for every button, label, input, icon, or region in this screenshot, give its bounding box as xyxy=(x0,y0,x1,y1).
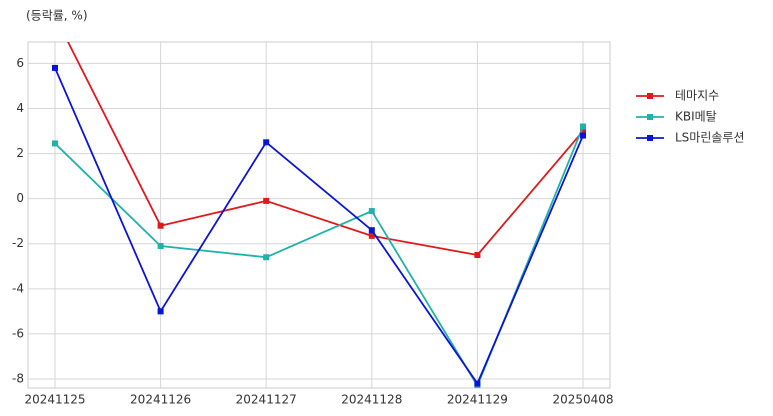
y-tick-label: -2 xyxy=(12,236,24,250)
legend-label: LS마린솔루션 xyxy=(675,131,745,145)
legend-marker xyxy=(647,135,653,141)
point-marker xyxy=(474,252,481,259)
point-marker xyxy=(52,140,58,147)
y-tick-label: 6 xyxy=(16,56,24,70)
point-marker xyxy=(263,254,270,261)
y-tick-label: -8 xyxy=(12,371,24,385)
y-axis-label: (등락률, %) xyxy=(26,9,88,23)
point-marker xyxy=(157,222,164,229)
y-tick-label: 0 xyxy=(16,191,24,205)
point-marker xyxy=(263,139,270,146)
x-tick-label: 20241125 xyxy=(24,393,85,407)
x-tick-label: 20241127 xyxy=(236,393,297,407)
y-tick-label: 2 xyxy=(16,146,24,160)
point-marker xyxy=(52,64,58,71)
series-line xyxy=(54,67,584,386)
point-marker xyxy=(368,208,375,215)
y-tick-label: 4 xyxy=(16,101,24,115)
legend-label: KBI메탈 xyxy=(675,110,717,124)
legend-marker xyxy=(647,93,653,99)
legend-label: 테마지수 xyxy=(675,89,719,103)
x-tick-label: 20241126 xyxy=(130,393,191,407)
x-tick-label: 20250408 xyxy=(552,393,613,407)
point-marker xyxy=(157,308,164,315)
plot-frame xyxy=(27,41,611,389)
point-marker xyxy=(368,232,375,239)
point-marker xyxy=(580,123,586,130)
x-tick-label: 20241129 xyxy=(447,393,508,407)
y-tick-label: -6 xyxy=(12,326,24,340)
point-marker xyxy=(580,132,586,139)
point-marker xyxy=(474,380,481,387)
y-tick-label: -4 xyxy=(12,281,24,295)
x-tick-label: 20241128 xyxy=(341,393,402,407)
series-line xyxy=(54,126,584,388)
point-marker xyxy=(157,242,164,249)
series-line xyxy=(67,42,584,256)
legend-marker xyxy=(647,114,653,120)
point-marker xyxy=(368,227,375,234)
point-marker xyxy=(580,128,586,135)
point-marker xyxy=(263,197,270,204)
